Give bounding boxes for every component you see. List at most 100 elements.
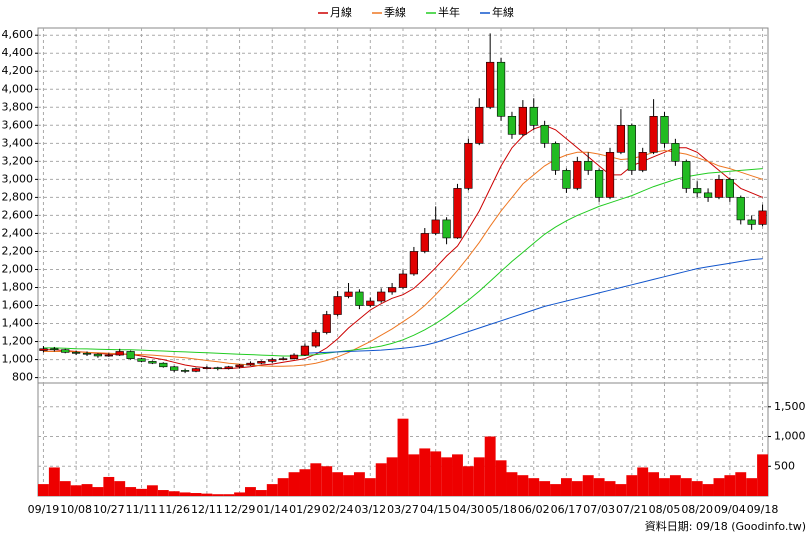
volume-bar — [419, 448, 431, 496]
volume-bar — [691, 481, 703, 496]
volume-bar — [571, 481, 583, 496]
volume-bar — [517, 475, 529, 496]
volume-bar — [637, 467, 649, 496]
x-tick-label: 03/27 — [387, 503, 419, 516]
candle-body — [72, 352, 81, 354]
volume-bar — [713, 478, 725, 496]
volume-bar — [593, 478, 605, 496]
candle-body — [725, 179, 734, 198]
y-tick-label: 2,200 — [2, 244, 34, 257]
x-tick-label: 02/24 — [322, 503, 354, 516]
y-tick-label: 3,400 — [2, 136, 34, 149]
y-tick-label: 1,800 — [2, 280, 34, 293]
y-tick-label: 1,000 — [774, 430, 806, 443]
candle-body — [126, 351, 135, 359]
candle-body — [736, 197, 745, 221]
volume-bar — [550, 484, 561, 496]
volume-bar — [103, 476, 115, 496]
volume-bar — [343, 475, 354, 496]
moving-average-line — [43, 168, 763, 357]
candle-body — [257, 361, 266, 364]
volume-bar — [70, 485, 82, 496]
y-tick-label: 3,000 — [2, 172, 34, 185]
volume-bar — [484, 436, 496, 496]
candle-body — [170, 366, 179, 371]
candle-body — [638, 152, 647, 171]
candle-body — [311, 332, 320, 347]
candle-body — [573, 161, 582, 189]
candle-body — [289, 354, 299, 359]
volume-bar — [560, 478, 572, 496]
y-tick-label: 1,000 — [2, 353, 34, 366]
volume-bar — [746, 478, 758, 496]
candle-body — [453, 188, 462, 239]
candle-body — [148, 361, 157, 364]
y-tick-label: 4,400 — [2, 46, 34, 59]
volume-bar — [157, 490, 169, 496]
candle-body — [322, 314, 331, 333]
y-tick-label: 2,800 — [2, 190, 34, 203]
x-tick-label: 10/08 — [60, 503, 92, 516]
volume-bar — [604, 481, 616, 496]
volume-bar — [48, 467, 60, 496]
y-tick-label: 2,600 — [2, 208, 34, 221]
x-tick-label: 09/18 — [747, 503, 779, 516]
candle-body — [562, 170, 571, 189]
volume-bar — [255, 490, 267, 496]
volume-bar — [168, 491, 180, 496]
volume-bar — [506, 472, 518, 496]
volume-bar — [321, 466, 333, 496]
x-tick-label: 12/29 — [224, 503, 256, 516]
volume-bar — [495, 460, 507, 496]
volume-bar — [386, 457, 398, 496]
candle-body — [137, 358, 146, 362]
candle-body — [758, 210, 767, 225]
candle-body — [464, 143, 473, 189]
volume-bar — [680, 478, 692, 496]
candle-body — [377, 291, 386, 302]
x-tick-label: 04/15 — [420, 503, 452, 516]
x-tick-label: 06/02 — [518, 503, 550, 516]
volume-bar — [114, 481, 126, 496]
candle-body — [671, 143, 680, 162]
volume-bar — [332, 472, 344, 496]
y-tick-label: 1,600 — [2, 299, 34, 312]
x-tick-label: 01/14 — [256, 503, 288, 516]
candle-body — [246, 362, 255, 366]
candle-body — [660, 115, 669, 144]
candle-body — [202, 367, 211, 369]
volume-bar — [528, 478, 540, 496]
x-tick-label: 12/11 — [191, 503, 223, 516]
volume-bar — [201, 493, 213, 496]
candle-body — [61, 349, 70, 353]
y-tick-label: 3,800 — [2, 100, 34, 113]
candle-body — [431, 219, 440, 234]
volume-bar — [146, 485, 158, 496]
candle-body — [268, 359, 277, 362]
legend-label: 年線 — [492, 5, 514, 19]
volume-bar — [724, 475, 736, 496]
candle-body — [82, 352, 92, 355]
y-tick-label: 1,400 — [2, 317, 34, 330]
moving-average-line — [304, 258, 763, 354]
y-tick-label: 1,500 — [774, 400, 806, 413]
volume-bar — [277, 478, 289, 496]
volume-bar — [757, 454, 768, 496]
candle-body — [529, 106, 538, 126]
candle-body — [507, 115, 517, 135]
volume-bar — [353, 472, 365, 496]
y-tick-label: 4,600 — [2, 28, 34, 41]
x-tick-label: 05/18 — [485, 503, 517, 516]
legend-label: 月線 — [330, 5, 352, 19]
candle-body — [420, 233, 429, 252]
candle-body — [159, 362, 168, 368]
volume-bar — [441, 457, 453, 496]
volume-bar — [38, 484, 49, 496]
volume-bar — [234, 492, 246, 496]
candle-body — [475, 106, 484, 144]
source-note: 資料日期: 09/18 (Goodinfo.tw) — [645, 519, 806, 533]
x-tick-label: 09/04 — [714, 503, 746, 516]
candle-body — [540, 125, 549, 144]
candle-body — [213, 367, 222, 369]
candle-body — [496, 61, 506, 117]
